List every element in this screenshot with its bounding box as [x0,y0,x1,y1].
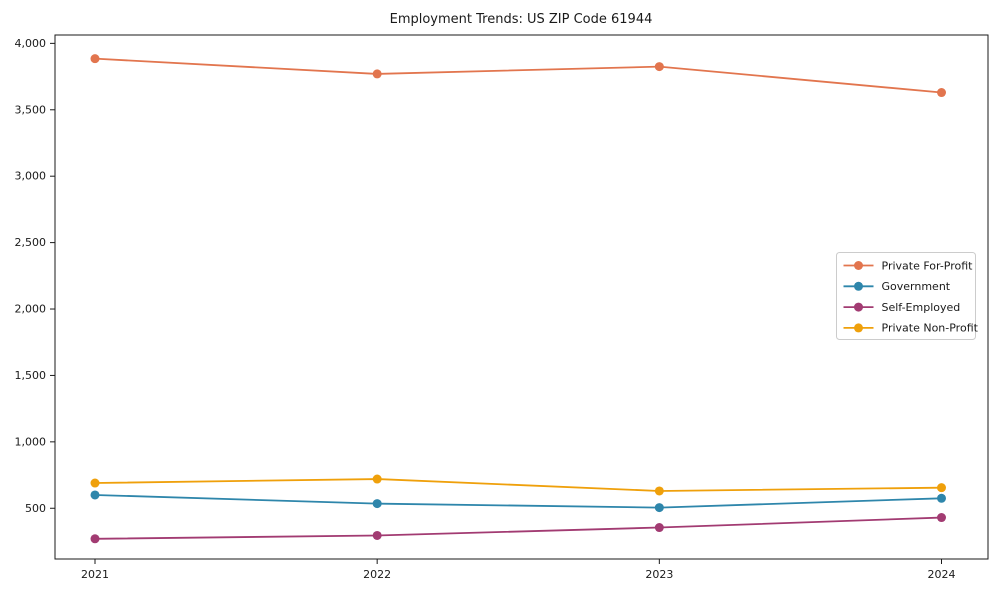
y-tick-label: 2,000 [15,303,47,316]
y-tick-label: 3,000 [15,170,47,183]
y-tick-label: 3,500 [15,103,47,116]
legend: Private For-Profit Government Self-Employe… [836,252,979,340]
series-point-marker [90,478,100,488]
series-point-marker [654,62,664,72]
y-axis-ticks: 500 1,000 1,500 2,000 2,500 3,000 3,500 4,000 [15,37,55,515]
legend-marker-dot [854,323,863,333]
series-line [94,516,942,540]
series-point-marker [937,88,946,98]
chart-title: Employment Trends: US ZIP Code 61944 [390,12,653,27]
series-line [94,494,942,509]
plot-area-border [54,34,989,560]
series-point-marker [372,530,382,540]
legend-item-label: Self-Employed [882,301,961,314]
y-tick-label: 1,000 [15,435,47,448]
series-point-marker [937,513,946,523]
series-point-marker [654,523,664,533]
y-tick-label: 2,500 [15,236,47,249]
x-tick-label: 2022 [363,568,391,581]
series-point-marker [372,499,382,509]
legend-marker-dot [854,302,863,312]
legend-item-label: Government [882,280,951,293]
series-point-marker [654,486,664,496]
series-point-marker [937,493,946,503]
legend-marker-dot [854,281,863,291]
y-tick-label: 4,000 [15,37,47,50]
data-series [90,54,946,544]
legend-marker-dot [854,261,863,270]
x-tick-label: 2021 [81,568,109,581]
x-tick-label: 2023 [645,568,673,581]
y-tick-label: 500 [25,502,46,515]
series-point-marker [937,483,946,493]
series-line [94,57,942,94]
series-point-marker [654,503,664,513]
series-point-marker [90,490,100,500]
x-axis-ticks: 2021 2022 2023 2024 [81,559,956,581]
series-point-marker [372,69,382,79]
series-line [94,478,942,492]
x-tick-label: 2024 [928,568,956,581]
series-point-marker [90,534,100,544]
series-point-marker [90,54,100,64]
series-point-marker [372,474,382,484]
legend-box [836,252,976,340]
legend-item-label: Private For-Profit [882,259,974,272]
legend-item-label: Private Non-Profit [882,322,979,335]
y-tick-label: 1,500 [15,369,47,382]
